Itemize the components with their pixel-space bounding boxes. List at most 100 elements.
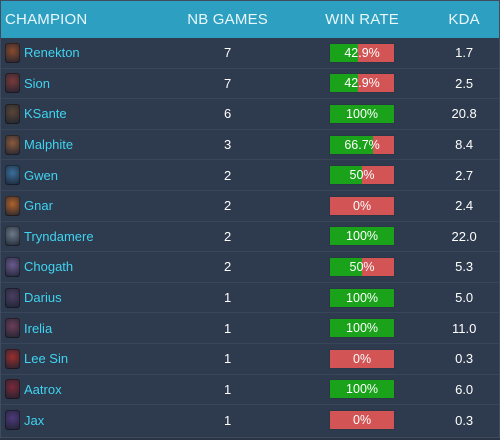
darius-portrait-icon (5, 287, 20, 308)
irelia-portrait-icon (5, 318, 20, 339)
win-rate-label: 100% (346, 321, 379, 336)
win-rate-cell: 50% (295, 165, 429, 186)
champion-cell: Gnar (1, 195, 160, 216)
header-win-rate[interactable]: WIN RATE (325, 11, 399, 28)
malphite-portrait-icon (5, 134, 20, 155)
games-count: 1 (223, 290, 232, 306)
table-row[interactable]: KSante 6 100% 20.8 (1, 99, 499, 130)
jax-portrait-icon (5, 410, 20, 431)
champion-cell: Tryndamere (1, 226, 160, 247)
champion-cell: Chogath (1, 256, 160, 277)
games-count: 1 (223, 351, 232, 367)
table-row[interactable]: Malphite 3 66.7% 8.4 (1, 130, 499, 161)
table-row[interactable]: Irelia 1 100% 11.0 (1, 313, 499, 344)
table-row[interactable]: Jax 1 0% 0.3 (1, 405, 499, 436)
champion-name[interactable]: Tryndamere (24, 228, 94, 244)
sion-portrait-icon (5, 73, 20, 94)
win-rate-label: 50% (349, 168, 375, 183)
header-champion[interactable]: CHAMPION (5, 11, 88, 28)
win-rate-cell: 0% (295, 348, 429, 369)
win-rate-bar: 0% (329, 195, 396, 216)
win-rate-label: 0% (353, 351, 372, 366)
kda-value: 11.0 (451, 320, 477, 336)
win-rate-bar: 100% (329, 379, 396, 400)
games-count: 6 (223, 106, 232, 122)
win-rate-label: 100% (346, 290, 379, 305)
table-row[interactable]: Chogath 2 50% 5.3 (1, 252, 499, 283)
champion-name[interactable]: Aatrox (24, 381, 62, 397)
win-rate-bar: 0% (329, 410, 396, 431)
kda-value: 5.3 (455, 259, 474, 275)
kda-value: 0.3 (455, 351, 474, 367)
table-body: Renekton 7 42.9% 1.7 Sion 7 42.9% 2.5 KSante 6 100… (1, 38, 499, 436)
table-row[interactable]: Sion 7 42.9% 2.5 (1, 69, 499, 100)
win-rate-fill (330, 43, 358, 62)
win-rate-label: 100% (346, 382, 379, 397)
header-kda[interactable]: KDA (448, 11, 480, 28)
champion-name[interactable]: Gwen (24, 167, 58, 183)
win-rate-cell: 50% (295, 256, 429, 277)
win-rate-label: 42.9% (344, 45, 380, 60)
win-rate-bar: 42.9% (329, 73, 396, 94)
gwen-portrait-icon (5, 165, 20, 186)
win-rate-bar: 0% (329, 348, 396, 369)
table-row[interactable]: Tryndamere 2 100% 22.0 (1, 222, 499, 253)
champion-name[interactable]: KSante (24, 106, 67, 122)
table-row[interactable]: Aatrox 1 100% 6.0 (1, 375, 499, 406)
champion-cell: Aatrox (1, 379, 160, 400)
table-row[interactable]: Lee Sin 1 0% 0.3 (1, 344, 499, 375)
champion-cell: Jax (1, 410, 160, 431)
win-rate-fill (330, 227, 395, 246)
kda-value: 0.3 (455, 412, 474, 428)
games-count: 2 (223, 198, 232, 214)
champion-name[interactable]: Gnar (24, 198, 53, 214)
table-row[interactable]: Gnar 2 0% 2.4 (1, 191, 499, 222)
header-nb-games[interactable]: NB GAMES (187, 11, 268, 28)
champion-name[interactable]: Darius (24, 290, 62, 306)
kda-value: 2.5 (455, 75, 474, 91)
games-count: 1 (223, 412, 232, 428)
win-rate-bar: 100% (329, 318, 396, 339)
champion-cell: Malphite (1, 134, 160, 155)
win-rate-cell: 0% (295, 410, 429, 431)
win-rate-cell: 100% (295, 287, 429, 308)
table-header: CHAMPION NB GAMES WIN RATE KDA (1, 1, 499, 38)
games-count: 1 (223, 381, 232, 397)
champion-cell: Gwen (1, 165, 160, 186)
kda-value: 2.7 (455, 167, 474, 183)
win-rate-bar: 100% (329, 103, 396, 124)
champion-name[interactable]: Lee Sin (24, 351, 69, 367)
champion-name[interactable]: Renekton (24, 45, 80, 61)
win-rate-bar: 50% (329, 165, 396, 186)
win-rate-bar: 50% (329, 256, 396, 277)
win-rate-fill (330, 74, 358, 93)
win-rate-label: 0% (353, 198, 372, 213)
win-rate-fill (330, 166, 363, 185)
win-rate-label: 0% (353, 413, 372, 428)
kda-value: 2.4 (455, 198, 474, 214)
champion-cell: Lee Sin (1, 348, 160, 369)
table-row[interactable]: Renekton 7 42.9% 1.7 (1, 38, 499, 69)
champion-name[interactable]: Chogath (24, 259, 74, 275)
renekton-portrait-icon (5, 42, 20, 63)
win-rate-label: 50% (349, 259, 375, 274)
games-count: 2 (223, 167, 232, 183)
win-rate-label: 100% (346, 229, 379, 244)
champion-name[interactable]: Sion (24, 75, 51, 91)
champion-name[interactable]: Irelia (24, 320, 53, 336)
table-row[interactable]: Gwen 2 50% 2.7 (1, 160, 499, 191)
champion-name[interactable]: Jax (24, 412, 45, 428)
win-rate-cell: 66.7% (295, 134, 429, 155)
games-count: 7 (223, 75, 232, 91)
win-rate-cell: 42.9% (295, 42, 429, 63)
win-rate-fill (330, 380, 395, 399)
win-rate-cell: 42.9% (295, 73, 429, 94)
win-rate-label: 66.7% (344, 137, 380, 152)
tryndamere-portrait-icon (5, 226, 20, 247)
win-rate-cell: 0% (295, 195, 429, 216)
table-row[interactable]: Darius 1 100% 5.0 (1, 283, 499, 314)
win-rate-cell: 100% (295, 318, 429, 339)
champion-name[interactable]: Malphite (24, 137, 74, 153)
